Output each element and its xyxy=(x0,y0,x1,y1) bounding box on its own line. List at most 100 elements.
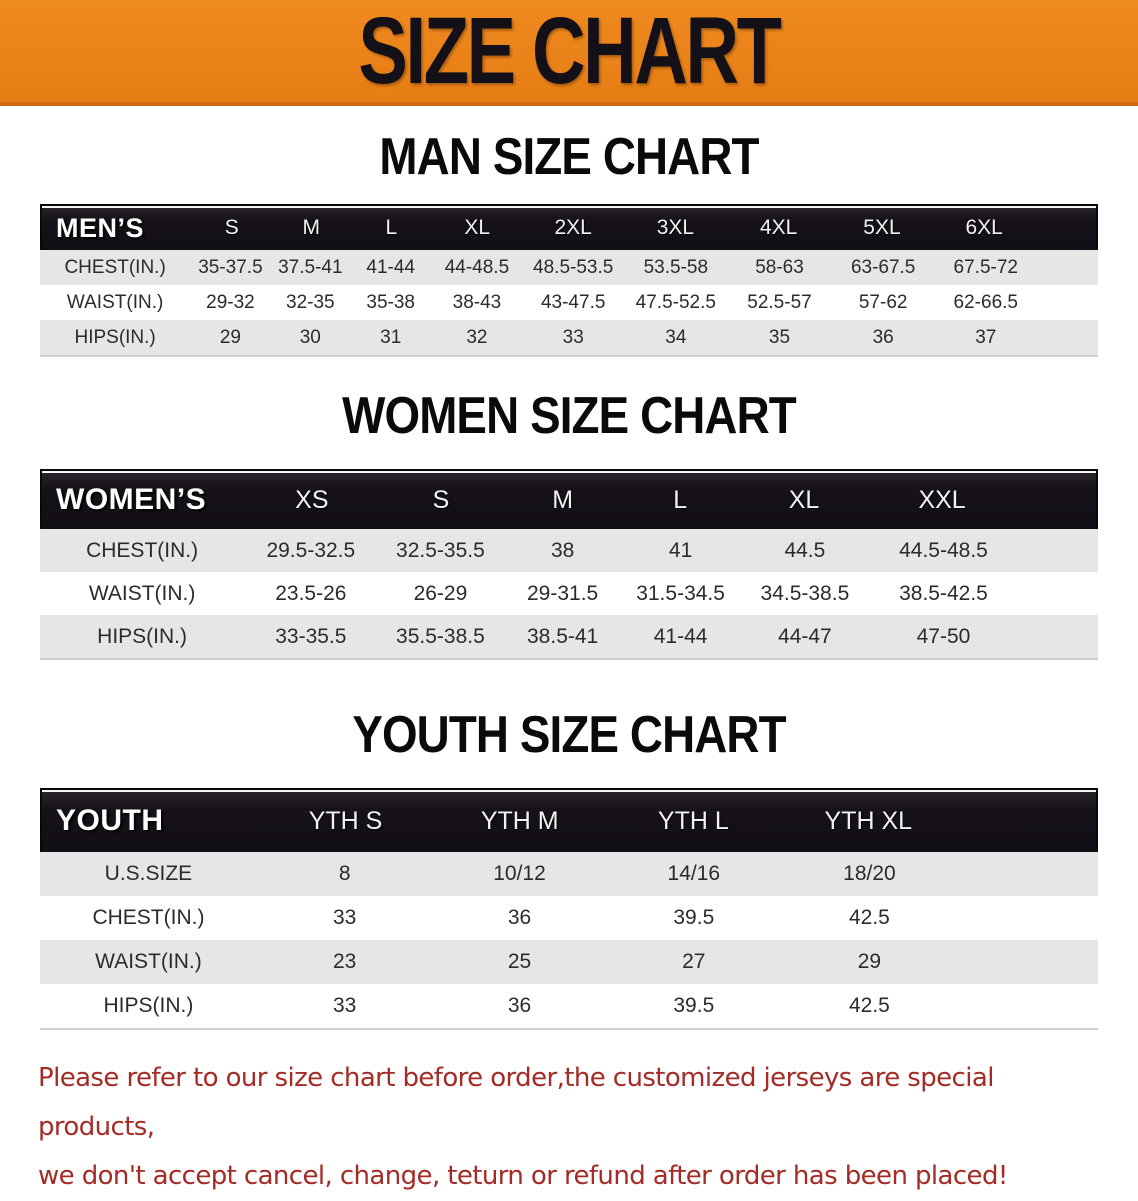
size-cell: 39.5 xyxy=(673,906,715,929)
size-cell: 29.5-32.5 xyxy=(266,538,356,562)
men-col-header: XL xyxy=(464,216,491,239)
size-cell: 30 xyxy=(299,326,321,348)
size-cell: 29 xyxy=(857,950,882,973)
row-label: HIPS(IN.) xyxy=(103,994,194,1017)
size-cell: 8 xyxy=(338,862,351,885)
size-cell: 18/20 xyxy=(843,862,896,885)
size-cell: 62-66.5 xyxy=(953,291,1018,313)
size-cell: 39.5 xyxy=(673,994,715,1017)
youth-col-header: YTH XL xyxy=(824,806,913,835)
women-header-row: WOMEN’S XS S M L XL XXL xyxy=(40,469,1098,529)
size-cell: 33 xyxy=(333,994,357,1017)
size-cell: 34 xyxy=(665,326,687,348)
size-cell: 27 xyxy=(682,950,706,973)
youth-chest-row: CHEST(IN.) 33 36 39.5 42.5 xyxy=(40,896,1098,940)
women-chart-heading: WOMEN SIZE CHART xyxy=(342,387,797,445)
men-chart-heading: MAN SIZE CHART xyxy=(379,128,759,186)
size-cell: 26-29 xyxy=(413,581,468,605)
women-corner-label: WOMEN’S xyxy=(56,483,207,516)
size-cell: 53.5-58 xyxy=(643,256,709,278)
size-cell: 37.5-41 xyxy=(278,256,343,278)
size-cell: 43-47.5 xyxy=(540,291,606,313)
women-waist-row: WAIST(IN.) 23.5-26 26-29 29-31.5 31.5-34… xyxy=(40,572,1098,615)
size-cell: 10/12 xyxy=(493,862,546,885)
size-cell: 35-38 xyxy=(366,291,416,313)
size-cell: 38-43 xyxy=(452,291,502,313)
size-cell: 52.5-57 xyxy=(747,291,812,313)
row-label: WAIST(IN.) xyxy=(95,950,202,973)
size-cell: 35.5-38.5 xyxy=(396,624,485,648)
women-col-header: L xyxy=(673,485,688,514)
women-col-header: S xyxy=(432,485,450,514)
youth-col-header: YTH S xyxy=(308,806,383,835)
men-chest-row: CHEST(IN.) 35-37.5 37.5-41 41-44 44-48.5… xyxy=(40,250,1098,285)
banner-title: SIZE CHART xyxy=(358,0,782,104)
size-cell: 42.5 xyxy=(848,994,890,1017)
youth-ussize-row: U.S.SIZE 8 10/12 14/16 18/20 xyxy=(40,852,1098,896)
men-size-table: MEN’S S M L XL 2XL 3XL 4XL 5XL 6XL CHEST… xyxy=(40,204,1098,357)
disclaimer-line-1: Please refer to our size chart before or… xyxy=(38,1063,994,1142)
size-cell: 58-63 xyxy=(755,256,804,278)
youth-size-table: YOUTH YTH S YTH M YTH L YTH XL U.S.SIZE … xyxy=(40,788,1098,1030)
size-cell: 29-32 xyxy=(206,291,255,313)
size-cell: 37 xyxy=(975,326,997,348)
women-col-header: XL xyxy=(788,485,820,514)
size-cell: 33 xyxy=(562,326,584,348)
men-col-header: 2XL xyxy=(554,216,592,239)
men-col-header: L xyxy=(385,216,398,239)
size-cell: 41 xyxy=(668,538,693,562)
size-cell: 34.5-38.5 xyxy=(760,581,850,605)
youth-header-row: YOUTH YTH S YTH M YTH L YTH XL xyxy=(40,788,1098,852)
women-col-header: XS xyxy=(295,485,329,514)
size-cell: 36 xyxy=(507,994,532,1017)
size-cell: 35-37.5 xyxy=(198,256,263,278)
row-label: CHEST(IN.) xyxy=(92,906,205,929)
size-cell: 44.5-48.5 xyxy=(899,538,988,562)
size-cell: 23 xyxy=(333,950,357,973)
size-cell: 14/16 xyxy=(667,862,721,885)
size-cell: 25 xyxy=(507,950,532,973)
men-col-header: 4XL xyxy=(760,216,798,239)
men-waist-row: WAIST(IN.) 29-32 32-35 35-38 38-43 43-47… xyxy=(40,285,1098,320)
size-cell: 35 xyxy=(768,326,791,348)
disclaimer-line-2: we don't accept cancel, change, teturn o… xyxy=(38,1161,1008,1191)
size-cell: 23.5-26 xyxy=(275,581,347,605)
women-hips-row: HIPS(IN.) 33-35.5 35.5-38.5 38.5-41 41-4… xyxy=(40,615,1098,658)
size-cell: 48.5-53.5 xyxy=(533,256,614,278)
size-cell: 31.5-34.5 xyxy=(636,581,725,605)
size-cell: 38 xyxy=(550,538,575,562)
youth-hips-row: HIPS(IN.) 33 36 39.5 42.5 xyxy=(40,984,1098,1028)
size-cell: 32.5-35.5 xyxy=(396,538,485,562)
size-cell: 29 xyxy=(219,326,241,348)
women-col-header: XXL xyxy=(918,485,966,514)
women-chest-row: CHEST(IN.) 29.5-32.5 32.5-35.5 38 41 44.… xyxy=(40,529,1098,572)
size-cell: 42.5 xyxy=(848,906,890,929)
men-hips-row: HIPS(IN.) 29 30 31 32 33 34 35 36 37 xyxy=(40,320,1098,355)
banner: SIZE CHART xyxy=(0,0,1138,106)
size-cell: 41-44 xyxy=(653,624,708,648)
size-cell: 36 xyxy=(507,906,532,929)
size-cell: 44-47 xyxy=(778,624,832,648)
men-header-row: MEN’S S M L XL 2XL 3XL 4XL 5XL 6XL xyxy=(40,204,1098,250)
size-cell: 36 xyxy=(872,326,894,348)
youth-col-header: YTH L xyxy=(657,806,729,835)
size-cell: 41-44 xyxy=(366,256,416,278)
row-label: HIPS(IN.) xyxy=(74,326,156,348)
women-size-table: WOMEN’S XS S M L XL XXL CHEST(IN.) 29.5-… xyxy=(40,469,1098,660)
size-cell: 31 xyxy=(380,326,402,348)
size-cell: 44.5 xyxy=(784,538,826,562)
youth-chart-heading: YOUTH SIZE CHART xyxy=(352,706,786,764)
youth-corner-label: YOUTH xyxy=(56,804,164,837)
row-label: WAIST(IN.) xyxy=(88,581,196,605)
size-cell: 38.5-42.5 xyxy=(899,581,988,605)
size-cell: 38.5-41 xyxy=(527,624,599,648)
size-cell: 33 xyxy=(333,906,357,929)
row-label: U.S.SIZE xyxy=(104,862,193,885)
men-col-header: S xyxy=(224,216,239,239)
size-cell: 44-48.5 xyxy=(444,256,510,278)
row-label: CHEST(IN.) xyxy=(64,256,166,278)
youth-col-header: YTH M xyxy=(480,806,559,835)
men-col-header: 5XL xyxy=(863,216,901,239)
size-cell: 47.5-52.5 xyxy=(635,291,716,313)
